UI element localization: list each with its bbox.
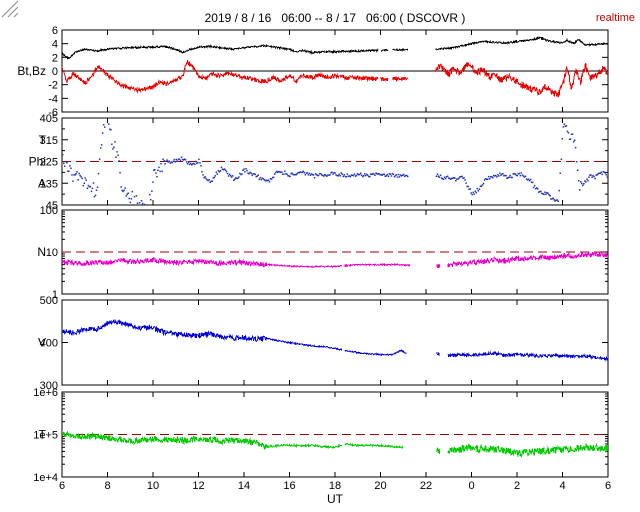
x-tick-label: 8 — [104, 480, 110, 492]
x-tick-label: 6 — [605, 480, 611, 492]
series-t — [62, 430, 608, 458]
y-tick-label: 1e+6 — [33, 387, 58, 399]
x-tick-label: 4 — [559, 480, 565, 492]
series-bt — [62, 36, 608, 61]
x-tick-label: 20 — [374, 480, 386, 492]
x-tick-label: 22 — [420, 480, 432, 492]
y-tick-label: 500 — [40, 295, 58, 307]
realtime-badge: realtime — [595, 12, 635, 24]
y-tick-label: -4 — [48, 93, 58, 105]
x-tick-label: 6 — [59, 480, 65, 492]
x-tick-label: 16 — [283, 480, 295, 492]
y-tick-label: 300 — [40, 380, 58, 392]
panel-label: V — [38, 336, 46, 350]
series-bz — [62, 59, 608, 98]
x-axis-label: UT — [327, 492, 343, 506]
panel-label: N — [37, 245, 46, 259]
y-tick-label: 6 — [52, 25, 58, 37]
series-n — [62, 250, 608, 269]
x-tick-label: 14 — [238, 480, 250, 492]
y-tick-label: 45 — [46, 200, 58, 212]
y-tick-label: 225 — [40, 157, 58, 169]
x-tick-label: 12 — [192, 480, 204, 492]
resize-grip-icon[interactable] — [0, 0, 20, 18]
y-tick-label: -2 — [48, 80, 58, 92]
panel-label: Phi — [29, 155, 46, 169]
x-tick-label: 0 — [468, 480, 474, 492]
x-tick-label: 18 — [329, 480, 341, 492]
plot-title: 2019 / 8 / 16 06:00 -- 8 / 17 06:00 ( DS… — [204, 11, 466, 25]
y-tick-label: -6 — [48, 107, 58, 119]
y-tick-label: 10 — [46, 247, 58, 259]
y-tick-label: 400 — [40, 338, 58, 350]
y-tick-label: 315 — [40, 135, 58, 147]
panel-frame-speed — [61, 299, 609, 386]
y-tick-label: 135 — [40, 178, 58, 190]
y-tick-label: 0 — [52, 66, 58, 78]
panel-label: A — [38, 176, 46, 190]
y-tick-label: 1e+5 — [33, 430, 58, 442]
y-tick-label: 100 — [40, 205, 58, 217]
y-tick-label: 405 — [40, 113, 58, 125]
series-phi — [62, 123, 608, 205]
x-tick-label: 10 — [147, 480, 159, 492]
panel-label: T — [39, 428, 47, 442]
y-tick-label: 2 — [52, 52, 58, 64]
x-tick-label: 2 — [514, 480, 520, 492]
y-tick-label: 4 — [52, 39, 58, 51]
y-tick-label: 1e+4 — [33, 472, 58, 484]
series-v — [62, 319, 608, 362]
panel-label: T — [39, 133, 47, 147]
y-tick-label: 1 — [52, 289, 58, 301]
panel-label: Bt,Bz — [17, 64, 46, 78]
